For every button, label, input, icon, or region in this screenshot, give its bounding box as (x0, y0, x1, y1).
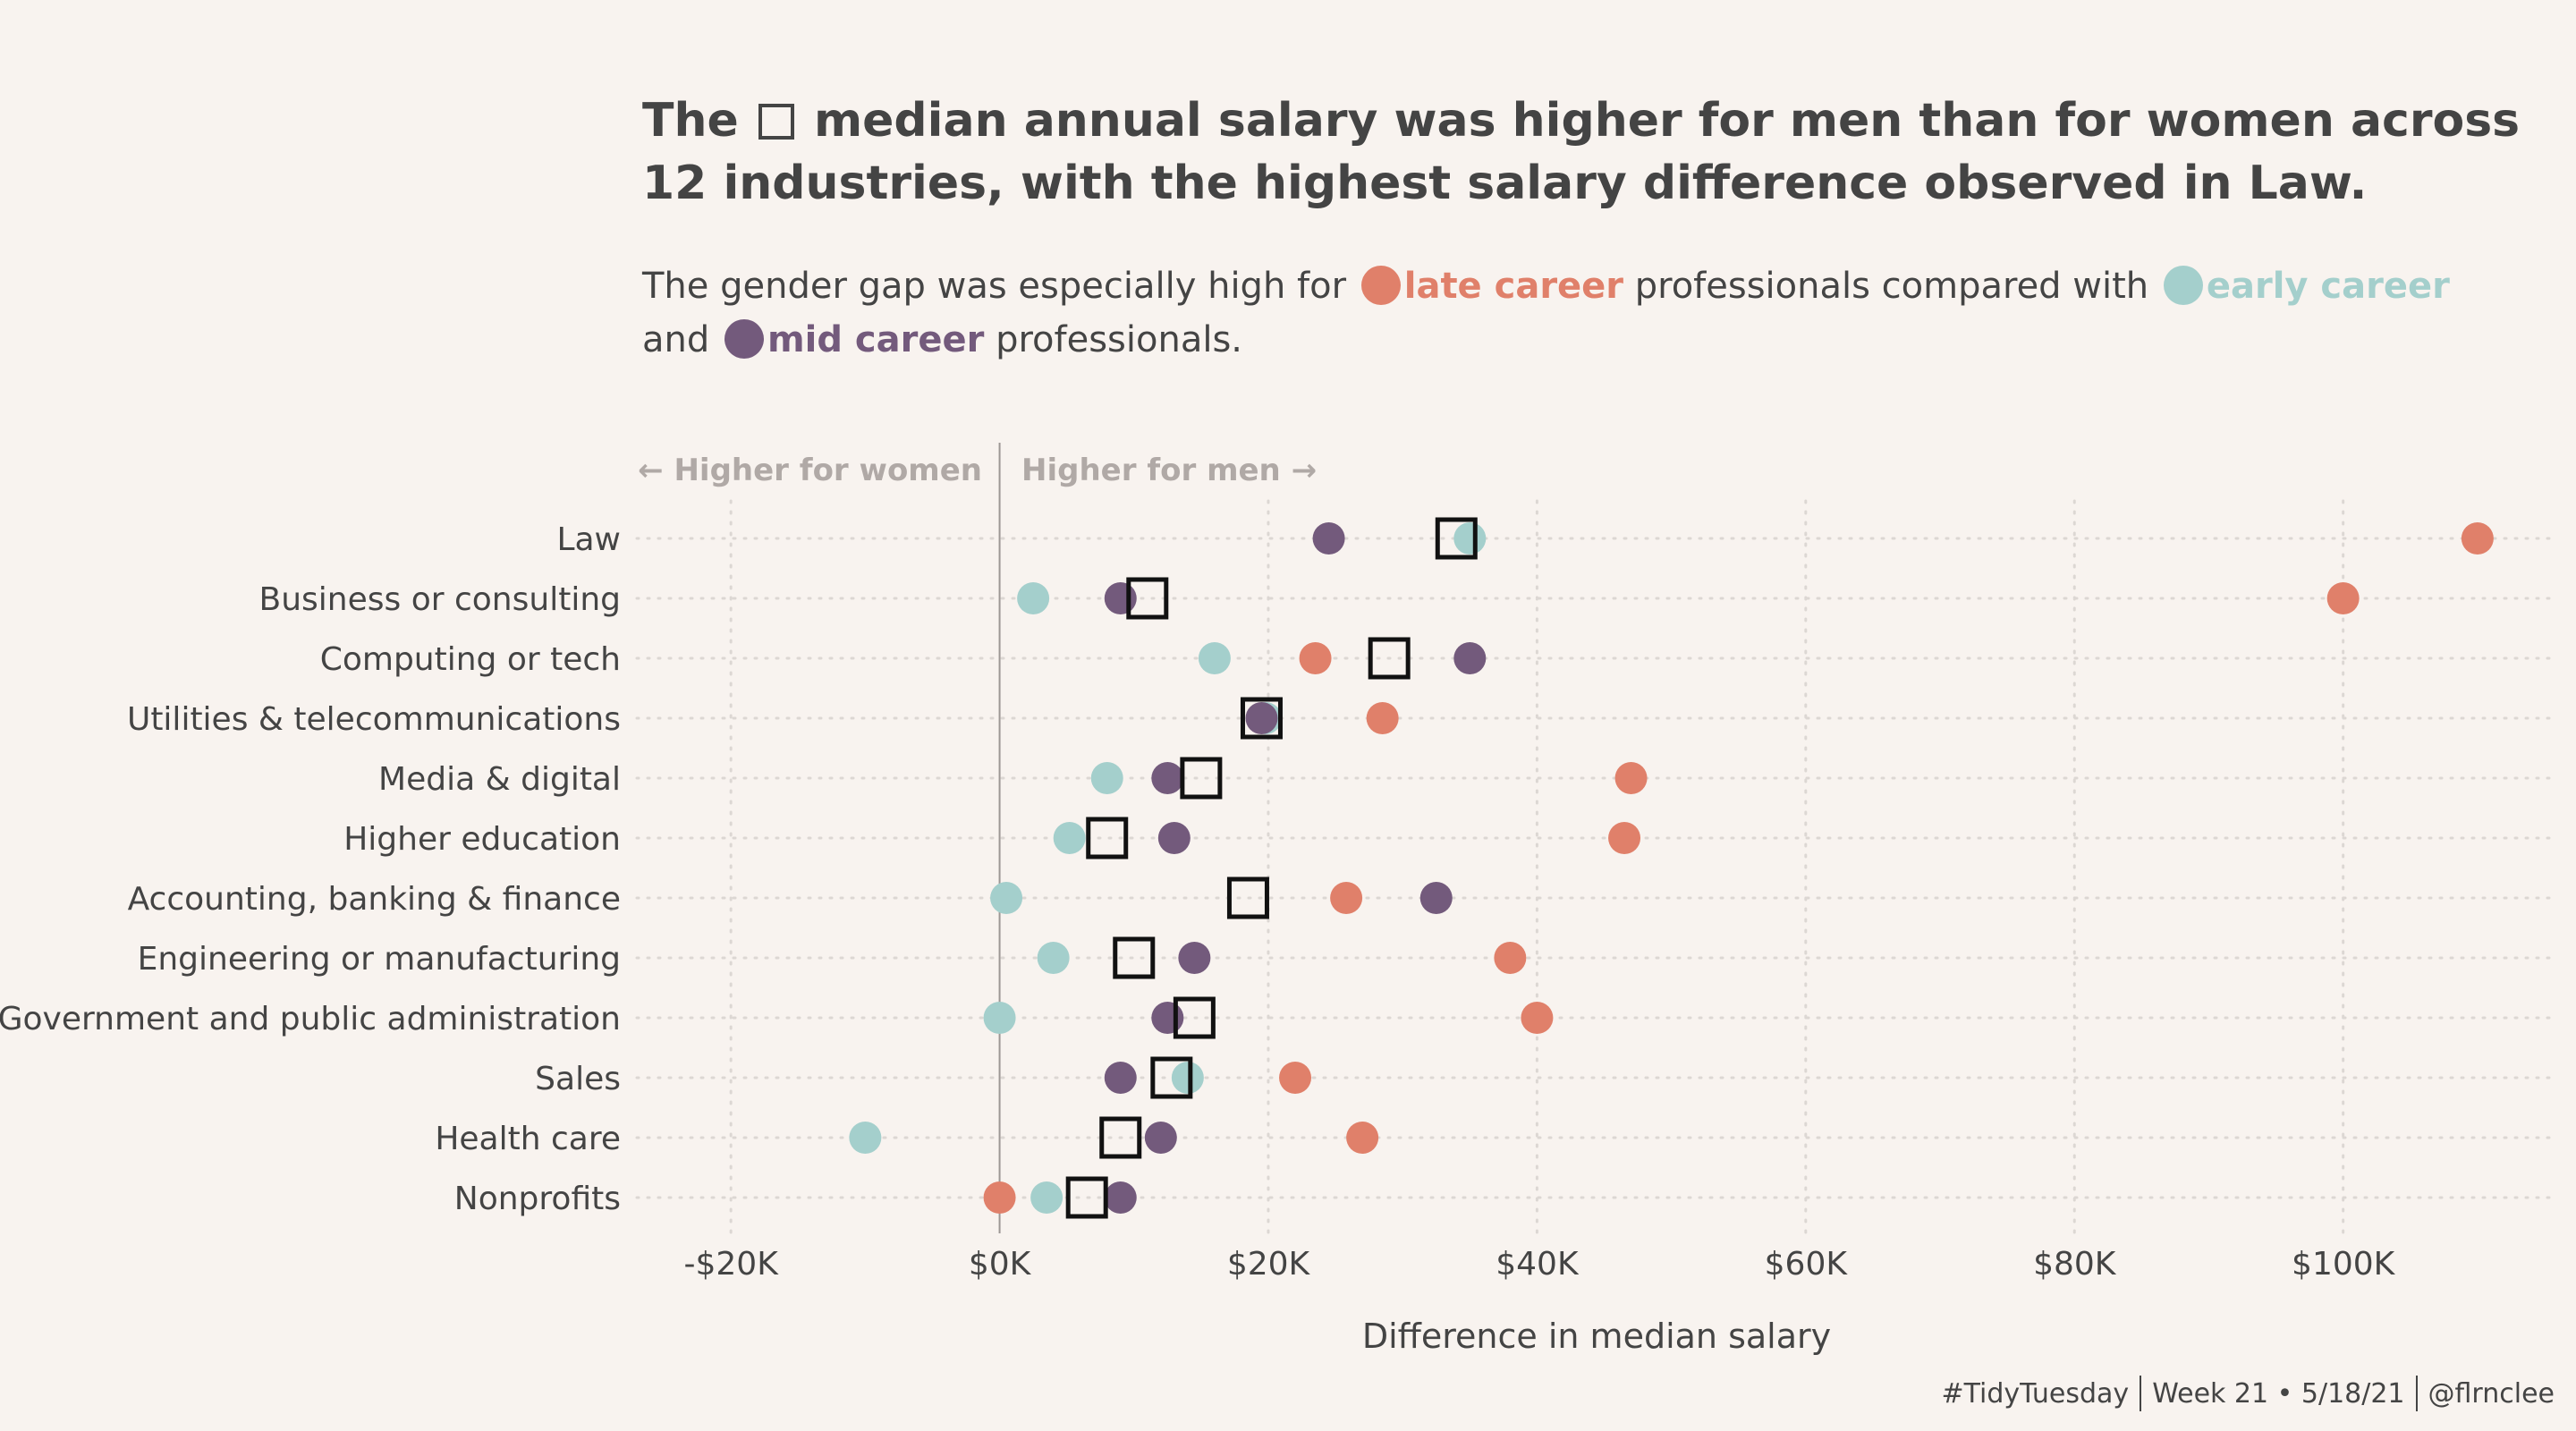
early-career-point (1090, 762, 1123, 794)
mid-career-point (1157, 822, 1191, 854)
median-point (1150, 1056, 1193, 1099)
category-label: Sales (535, 1061, 621, 1097)
category-label: Utilities & telecommunications (127, 701, 621, 738)
early-career-point (1171, 1062, 1204, 1094)
x-tick-label: $20K (1227, 1246, 1311, 1283)
x-tick-label: $40K (1496, 1246, 1580, 1283)
early-career-dot-icon (2163, 266, 2203, 305)
median-point (1099, 1116, 1142, 1159)
late-career-point (1299, 642, 1332, 674)
mid-career-point (1104, 1062, 1137, 1094)
mid-career-point (1453, 642, 1487, 674)
early-career-point (983, 1002, 1016, 1034)
late-career-label: late career (1403, 266, 1624, 307)
category-label: Higher education (343, 821, 621, 858)
data-marks (849, 517, 2494, 1219)
direction-annotations: ← Higher for women Higher for men → (638, 453, 1317, 488)
late-career-point (1346, 1122, 1379, 1154)
late-career-dot-icon (1360, 266, 1401, 305)
higher-for-men-label: Higher for men → (1021, 453, 1317, 488)
mid-career-point (1178, 942, 1211, 974)
mid-career-dot-icon (724, 319, 764, 359)
median-point (1226, 876, 1269, 919)
credits: #TidyTuesday Week 21 • 5/18/21 @flrnclee (1941, 1376, 2555, 1411)
median-point (1065, 1176, 1108, 1219)
early-career-point (1017, 582, 1050, 614)
category-label: Nonprofits (454, 1181, 621, 1217)
early-career-point (1453, 522, 1487, 555)
late-career-point (1614, 762, 1648, 794)
late-career-point (1608, 822, 1641, 854)
median-point (1435, 517, 1478, 560)
mid-career-point (1245, 702, 1278, 734)
median-point (1126, 577, 1169, 620)
late-career-point (1366, 702, 1399, 734)
mid-career-point (1151, 1002, 1184, 1034)
mid-career-point (1104, 582, 1137, 614)
category-label: Health care (435, 1121, 621, 1157)
median-point (1368, 637, 1411, 680)
title-part2: median annual salary was higher for men … (642, 94, 2521, 210)
late-career-point (2461, 522, 2494, 555)
mid-career-point (1419, 882, 1453, 914)
late-career-point (1521, 1002, 1554, 1034)
subtitle-text1: The gender gap was especially high for (642, 266, 1347, 307)
category-label: Accounting, banking & finance (128, 881, 621, 918)
category-label: Government and public administration (0, 1001, 621, 1037)
late-career-point (983, 1181, 1016, 1214)
early-career-point (990, 882, 1023, 914)
mid-career-point (1312, 522, 1345, 555)
higher-for-women-label: ← Higher for women (638, 453, 982, 488)
chart-subtitle: The gender gap was especially high for l… (642, 259, 2521, 367)
subtitle-text2: professionals compared with (1634, 266, 2149, 307)
median-point (1180, 757, 1223, 800)
dot-plot: ← Higher for women Higher for men → Law B… (0, 443, 2560, 1356)
median-point (1173, 996, 1216, 1039)
category-label: Media & digital (378, 761, 621, 798)
early-career-point (1198, 642, 1231, 674)
late-career-point (1494, 942, 1527, 974)
mid-career-point (1151, 762, 1184, 794)
x-tick-label: $80K (2033, 1246, 2117, 1283)
x-axis-ticks: -$20K $0K $20K $40K $60K $80K $100K (683, 1246, 2395, 1283)
credits-tag: #TidyTuesday (1941, 1378, 2130, 1410)
x-tick-label: $60K (1765, 1246, 1849, 1283)
late-career-point (2326, 582, 2360, 614)
median-point (1240, 697, 1283, 740)
subtitle-text3: and (642, 319, 710, 360)
grid (635, 443, 2560, 1235)
x-tick-label: $100K (2292, 1246, 2396, 1283)
x-tick-label: -$20K (683, 1246, 779, 1283)
category-labels: Law Business or consulting Computing or te… (0, 521, 621, 1217)
credits-week: Week 21 • 5/18/21 (2152, 1378, 2405, 1410)
credits-divider (2140, 1376, 2142, 1411)
median-point (1113, 936, 1156, 979)
median-point (1086, 817, 1129, 859)
early-career-point (1030, 1181, 1063, 1214)
chart-title: The median annual salary was higher for … (642, 89, 2521, 215)
category-label: Business or consulting (259, 581, 621, 618)
x-axis-title: Difference in median salary (1362, 1317, 1831, 1356)
category-label: Computing or tech (320, 641, 621, 678)
subtitle-text4: professionals. (996, 319, 1242, 360)
x-tick-label: $0K (969, 1246, 1032, 1283)
late-career-point (1330, 882, 1363, 914)
credits-divider (2415, 1376, 2418, 1411)
mid-career-label: mid career (767, 319, 985, 360)
early-career-point (1037, 942, 1070, 974)
early-career-point (849, 1122, 882, 1154)
credits-handle: @flrnclee (2428, 1378, 2555, 1410)
mid-career-point (1144, 1122, 1177, 1154)
category-label: Engineering or manufacturing (138, 941, 621, 978)
title-part1: The (642, 94, 739, 148)
mid-career-point (1104, 1181, 1137, 1214)
early-career-label: early career (2206, 266, 2450, 307)
late-career-point (1279, 1062, 1312, 1094)
median-square-icon (758, 104, 794, 140)
early-career-point (1053, 822, 1086, 854)
category-label: Law (556, 521, 621, 558)
